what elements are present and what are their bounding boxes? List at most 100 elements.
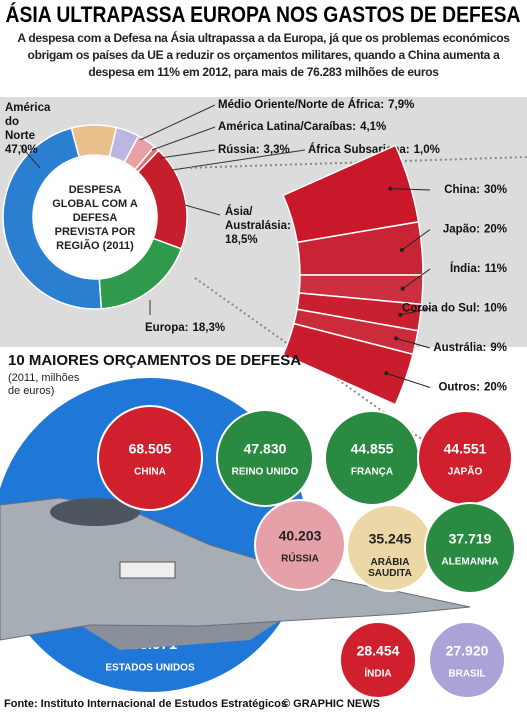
data-label: Médio Oriente/Norte de África: 7,9% — [218, 98, 414, 111]
value-label: 4,1% — [360, 121, 386, 133]
label-category: América do Norte — [5, 102, 51, 142]
bubble — [254, 499, 346, 591]
value-label: 44.855 — [351, 441, 394, 457]
subtitle: A despesa com a Defesa na Ásia ultrapass… — [17, 31, 510, 79]
label-category: Rússia: — [218, 144, 260, 156]
leader-line — [19, 144, 41, 169]
label-category: Outros: — [438, 382, 480, 394]
chart-title: ÁSIA ULTRAPASSA EUROPA NOS GASTOS DE DEF… — [6, 2, 521, 27]
label-category: Europa: — [145, 322, 188, 334]
data-label: China: 30% — [444, 184, 507, 196]
bubble-label: ÍNDIA — [364, 667, 391, 680]
data-label: África Subsariana: 1,0% — [308, 143, 440, 156]
leader-dot — [399, 247, 404, 252]
bubble-label: ALEMANHA — [441, 557, 498, 568]
leader-line — [401, 229, 431, 251]
data-label: Coreia do Sul: 10% — [402, 303, 507, 315]
bubble — [339, 621, 417, 699]
value-label: 20% — [484, 382, 507, 394]
label-word: Norte — [5, 130, 35, 142]
leader-dot — [388, 186, 393, 191]
label-category: Índia: — [450, 262, 481, 275]
jet-canopy — [50, 498, 140, 526]
value-label: 68.505 — [129, 441, 172, 457]
value-label: 7,9% — [388, 99, 414, 111]
bubble-label: ESTADOS UNIDOS — [105, 663, 195, 674]
value-label: 44.551 — [444, 441, 487, 457]
leader-line — [390, 188, 431, 191]
label-category: Japão: — [443, 224, 480, 236]
bubble-subtitle: (2011, milhões de euros) — [8, 372, 80, 397]
label-category: Ásia/Australásia: — [225, 205, 291, 232]
value-label: 28.454 — [357, 643, 400, 659]
data-label: América do Norte 47,0% — [5, 102, 51, 156]
leader-line — [386, 372, 431, 388]
credit: © GRAPHIC NEWS — [282, 698, 380, 710]
source: Fonte: Instituto Internacional de Estudo… — [4, 698, 287, 710]
value-label: 20% — [484, 224, 507, 236]
leader-line — [159, 149, 216, 159]
bubble — [417, 410, 513, 506]
bubble — [97, 405, 203, 511]
data-label: Ásia/Australásia: 18,5% — [225, 205, 291, 246]
bubble-label: REINO UNIDO — [232, 467, 299, 478]
leader-line — [396, 337, 431, 349]
value-label: 47,0% — [5, 144, 38, 156]
value-label: 10% — [484, 303, 507, 315]
jet-intake — [119, 561, 176, 579]
data-label: Outros: 20% — [438, 382, 507, 394]
bubble-label: BRASIL — [448, 669, 485, 680]
label-category: Austrália: — [433, 342, 486, 354]
label-category: Coreia do Sul: — [402, 303, 480, 315]
value-label: 40.203 — [279, 528, 322, 544]
data-label: Europa: 18,3% — [145, 322, 225, 334]
data-label: Rússia: 3,3% — [218, 144, 290, 156]
bubble-label: CHINA — [134, 467, 166, 478]
label-category: América Latina/Caraíbas: — [218, 121, 356, 133]
value-label: 11% — [485, 263, 507, 275]
value-label: 35.245 — [369, 531, 412, 547]
leader-line — [139, 104, 216, 141]
label-word: do — [5, 116, 19, 128]
ring-segment — [282, 322, 414, 406]
data-label: Índia: 11% — [450, 262, 507, 275]
bubble-title: 10 MAIORES ORÇAMENTOS DE DEFESA — [8, 352, 302, 369]
donut-segment — [2, 127, 103, 310]
leader-line — [402, 268, 431, 290]
value-label: 1,0% — [414, 144, 440, 156]
label-word: Ásia/ — [225, 205, 253, 218]
data-label: Austrália: 9% — [433, 342, 507, 354]
leader-dot — [384, 371, 389, 376]
label-category: Médio Oriente/Norte de África: — [218, 98, 384, 111]
leader-line — [400, 308, 431, 316]
label-word: SAUDITA — [368, 568, 412, 579]
label-word: Australásia: — [225, 220, 291, 232]
bubble-label: ARÁBIA SAUDITA — [368, 555, 412, 579]
leader-line — [171, 149, 306, 171]
bubble-label: RÚSSIA — [281, 552, 319, 565]
leader-dot — [400, 286, 405, 291]
label-word: América — [5, 102, 51, 114]
value-label: 27.920 — [446, 643, 489, 659]
value-label: 9% — [490, 342, 507, 354]
bubble-label: JAPÃO — [448, 465, 483, 478]
leader-line — [184, 204, 221, 216]
bubble — [424, 502, 516, 594]
value-label: 47.830 — [244, 441, 287, 457]
value-label: 18,3% — [192, 322, 225, 334]
value-label: 37.719 — [449, 531, 492, 547]
label-category: China: — [444, 184, 480, 196]
label-word: ARÁBIA — [371, 555, 410, 568]
value-label: 18,5% — [225, 234, 258, 246]
data-label: Japão: 20% — [443, 224, 507, 236]
bubble — [428, 621, 506, 699]
bubble — [324, 410, 420, 506]
leader-dot — [398, 312, 403, 317]
leader-line — [151, 126, 216, 151]
data-label: América Latina/Caraíbas: 4,1% — [218, 121, 386, 133]
bubble — [216, 409, 314, 507]
value-label: 30% — [484, 184, 507, 196]
donut-hole — [34, 156, 156, 278]
